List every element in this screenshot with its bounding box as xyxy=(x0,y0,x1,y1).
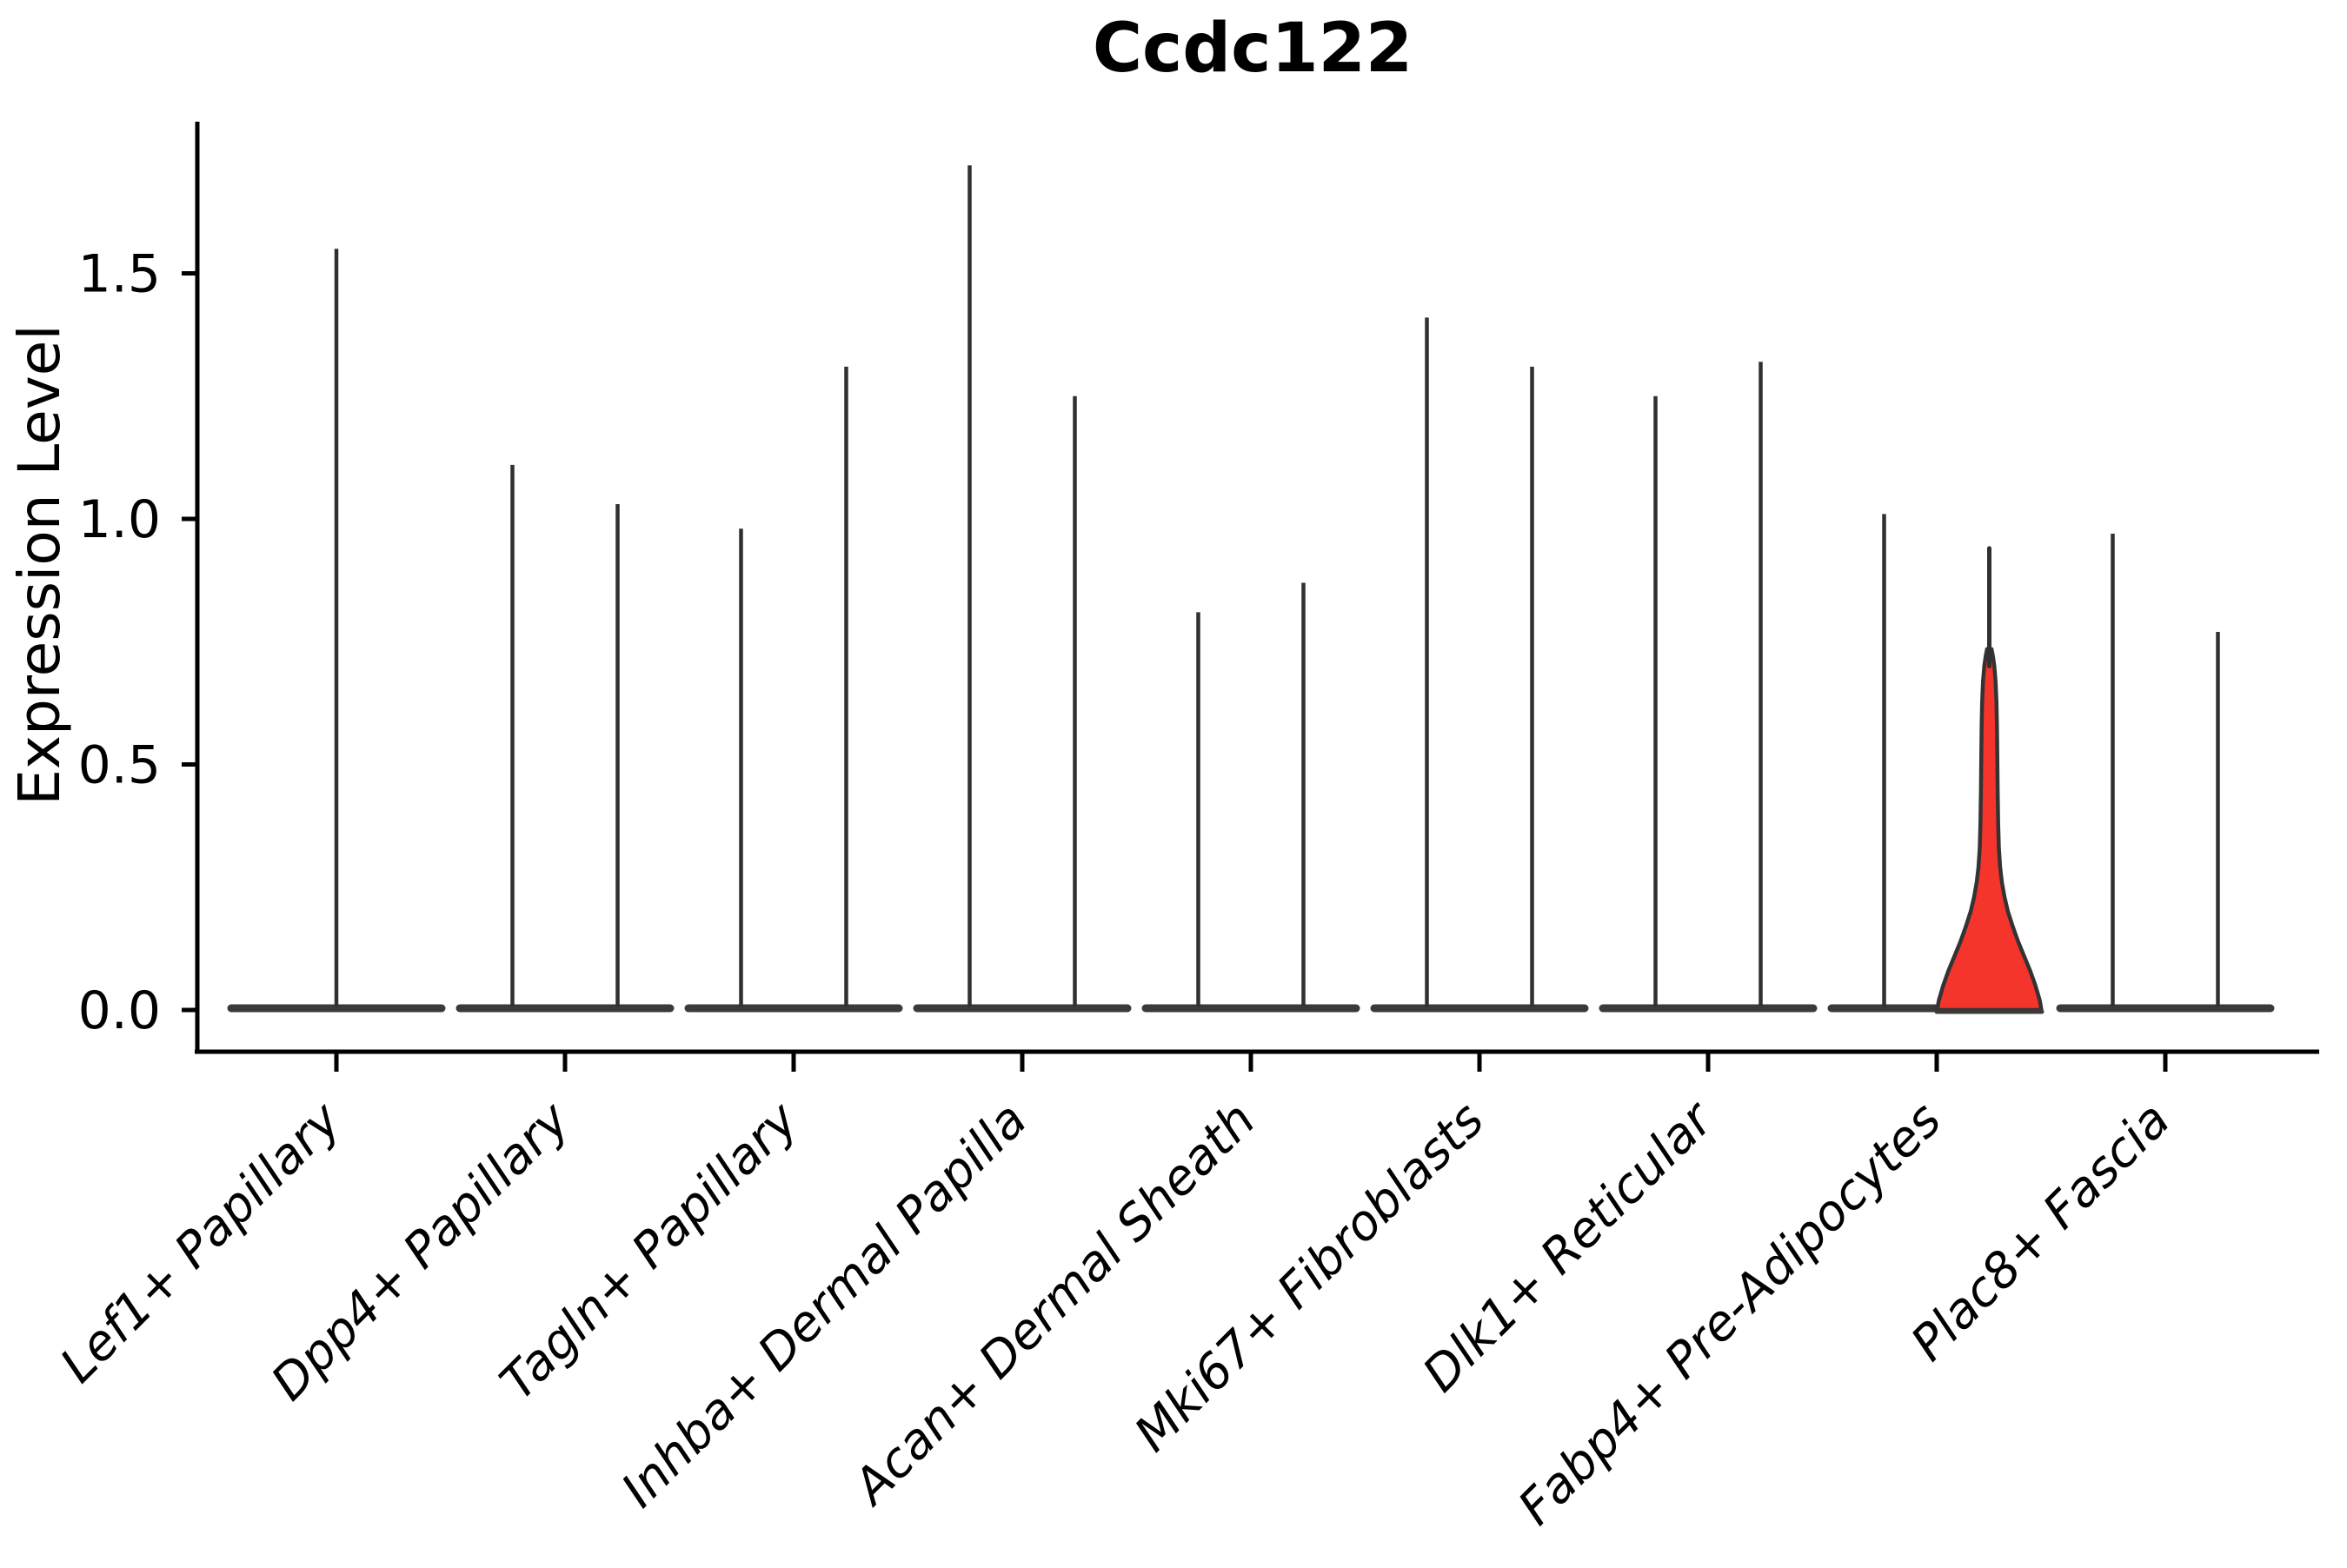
chart-title: Ccdc122 xyxy=(1093,10,1413,88)
violin-right-acan-dermal-sheath xyxy=(1247,582,1360,1013)
violin-right-dpp4-papillary xyxy=(561,504,675,1013)
violin-right-inhba-dermal-papilla xyxy=(1018,395,1132,1013)
y-tick-label: 1.0 xyxy=(78,489,161,550)
violins xyxy=(227,165,2275,1014)
x-category-label: Fabp4+ Pre-Adipocytes xyxy=(1508,1092,1952,1536)
violin-left-dpp4-papillary xyxy=(455,464,569,1013)
violin-right-dlk1-reticular xyxy=(1704,362,1818,1013)
violin-right-plac8-fascia xyxy=(2161,631,2275,1013)
y-axis-ticks: 0.0 0.5 1.0 1.5 xyxy=(78,244,197,1041)
y-tick-label: 0.5 xyxy=(78,735,161,796)
violin-left-mki67-fibroblasts xyxy=(1370,317,1484,1013)
violin-left-dlk1-reticular xyxy=(1599,395,1712,1013)
axis-spines xyxy=(195,122,2319,1054)
y-tick-label: 0.0 xyxy=(78,980,161,1041)
violin-right-tagln-papillary xyxy=(789,366,903,1013)
x-category-label: Inhba+ Dermal Papilla xyxy=(611,1092,1038,1518)
violin-right-mki67-fibroblasts xyxy=(1475,366,1589,1013)
violin-right-fabp4-pre-adipocytes xyxy=(1935,546,2044,1013)
violin-left-acan-dermal-sheath xyxy=(1141,612,1255,1013)
violin-left-tagln-papillary xyxy=(684,528,798,1013)
x-category-label: Acan+ Dermal Sheath xyxy=(841,1092,1267,1517)
violin-lef1-papillary xyxy=(227,249,446,1013)
y-tick-label: 1.5 xyxy=(78,244,161,305)
violin-left-plac8-fascia xyxy=(2056,533,2170,1013)
y-axis-label: Expression Level xyxy=(6,324,73,805)
violin-left-fabp4-pre-adipocytes xyxy=(1827,514,1941,1013)
violin-left-inhba-dermal-papilla xyxy=(913,165,1027,1013)
highlighted-violin-body xyxy=(1935,647,2044,1013)
